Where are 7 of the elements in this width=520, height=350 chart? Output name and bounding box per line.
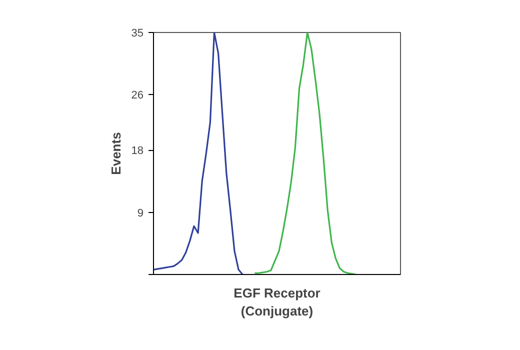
y-tick-label: 9 bbox=[137, 207, 144, 220]
y-tick-label: 18 bbox=[131, 145, 144, 158]
y-tick-label: 35 bbox=[131, 28, 144, 40]
y-tick-label: 26 bbox=[131, 90, 144, 102]
line-series bbox=[254, 32, 357, 274]
x-axis-title: EGF Receptor (Conjugate) bbox=[234, 286, 320, 318]
y-axis-title: Events bbox=[108, 132, 124, 175]
